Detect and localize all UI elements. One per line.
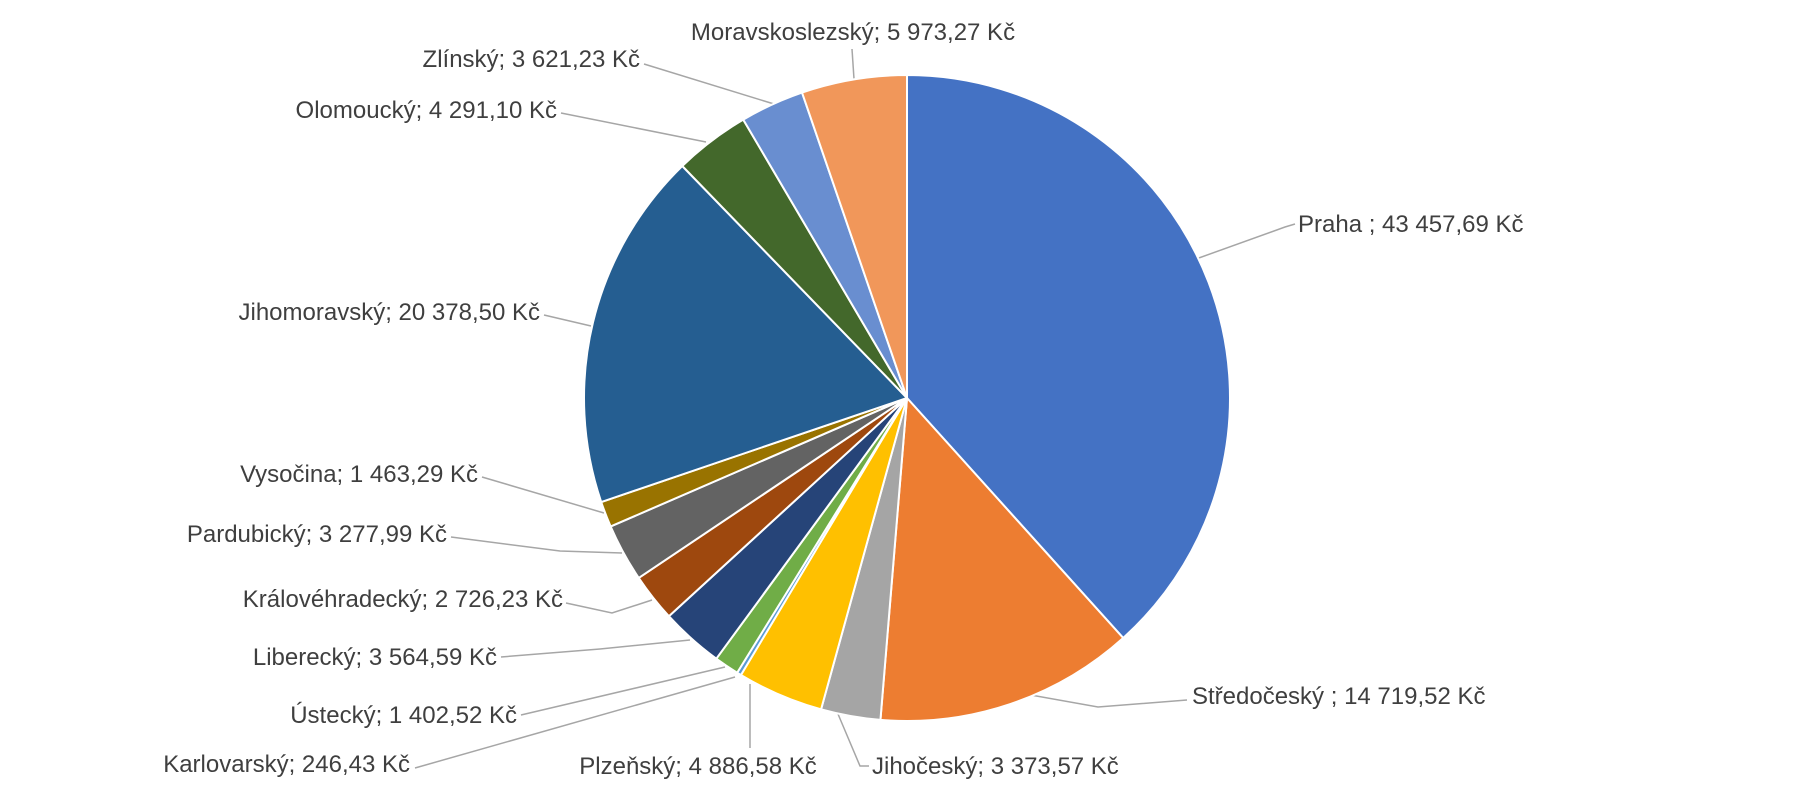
pie-slice-praha[interactable]	[906, 74, 1231, 639]
data-label-zlinsky: Zlínský; 3 621,23 Kč	[423, 46, 640, 73]
label-leader-kralovehradecky	[565, 599, 653, 614]
data-label-kralovehradecky: Královéhradecký; 2 726,23 Kč	[243, 586, 563, 613]
label-leader-pardubicky	[450, 536, 623, 554]
label-leader-praha	[1195, 223, 1296, 260]
label-leader-zlinsky	[643, 63, 775, 105]
label-leader-vysocina	[481, 476, 605, 514]
pie-slice-jihomoravsky[interactable]	[583, 165, 908, 504]
label-leader-liberecky	[500, 639, 691, 658]
label-leader-olomoucky	[560, 112, 707, 143]
data-label-vysocina: Vysočina; 1 463,29 Kč	[240, 461, 478, 488]
label-leader-jihocesky	[837, 713, 869, 767]
data-label-moravskoslezsky: Moravskoslezský; 5 973,27 Kč	[691, 19, 1015, 46]
label-leader-karlovarsky	[414, 676, 736, 769]
label-leader-jihomoravsky	[543, 314, 592, 327]
data-label-jihomoravsky: Jihomoravský; 20 378,50 Kč	[239, 299, 541, 326]
data-label-liberecky: Liberecký; 3 564,59 Kč	[253, 644, 497, 671]
data-label-jihocesky: Jihočeský; 3 373,57 Kč	[872, 753, 1119, 780]
label-leader-stredocesky	[1013, 691, 1188, 708]
label-leader-ustecky	[520, 666, 726, 716]
data-label-pardubicky: Pardubický; 3 277,99 Kč	[187, 521, 447, 548]
pie-slice-stredocesky[interactable]	[879, 397, 1125, 722]
data-label-praha: Praha ; 43 457,69 Kč	[1298, 211, 1524, 238]
data-label-olomoucky: Olomoucký; 4 291,10 Kč	[296, 97, 557, 124]
data-label-plzensky: Plzeňský; 4 886,58 Kč	[579, 753, 816, 780]
pie-slice-moravskoslezsky[interactable]	[801, 74, 908, 399]
data-label-ustecky: Ústecký; 1 402,52 Kč	[290, 702, 517, 729]
data-label-stredocesky: Středočeský ; 14 719,52 Kč	[1192, 683, 1486, 710]
data-label-karlovarsky: Karlovarský; 246,43 Kč	[163, 751, 410, 778]
label-leader-moravskoslezsky	[851, 48, 855, 80]
